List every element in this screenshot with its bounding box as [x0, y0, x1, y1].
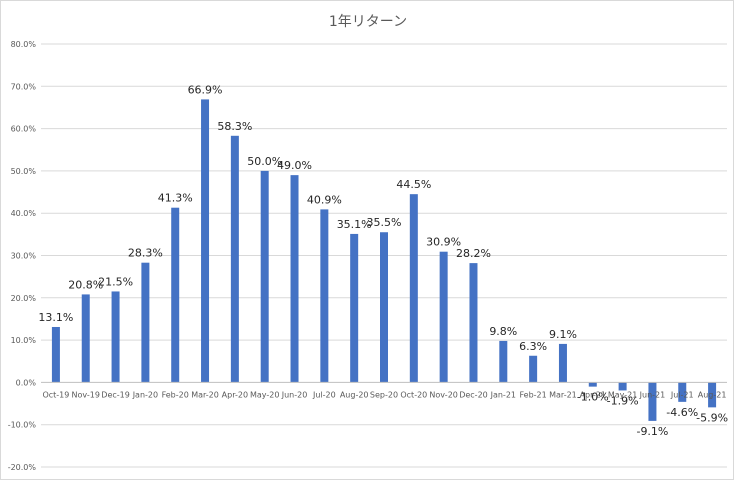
x-tick-label: Aug-21	[698, 390, 727, 399]
data-label: -9.1%	[636, 425, 668, 438]
bar	[350, 233, 359, 383]
bar	[529, 355, 538, 383]
x-tick-label: Jul-21	[670, 390, 694, 399]
data-label: -5.9%	[696, 411, 728, 424]
data-label: -1.0%	[577, 391, 609, 404]
y-tick-label: 0.0%	[16, 378, 37, 387]
y-tick-label: 80.0%	[11, 40, 37, 49]
bar	[409, 194, 418, 383]
y-tick-label: 10.0%	[11, 336, 37, 345]
data-label: 35.1%	[337, 218, 372, 231]
bar	[618, 382, 627, 391]
x-tick-label: Jun-21	[639, 390, 666, 399]
bar	[51, 326, 60, 383]
y-tick-label: 40.0%	[11, 209, 37, 218]
x-tick-label: Feb-20	[162, 390, 189, 399]
data-label: 28.2%	[456, 247, 491, 260]
data-label: 50.0%	[247, 155, 282, 168]
x-tick-label: Aug-20	[340, 390, 369, 399]
bar	[111, 291, 120, 383]
x-tick-label: Mar-20	[191, 390, 219, 399]
x-tick-label: Oct-19	[42, 390, 69, 399]
data-label: 58.3%	[217, 120, 252, 133]
data-label: 21.5%	[98, 275, 133, 288]
bar	[439, 251, 448, 383]
data-label: 30.9%	[426, 236, 461, 249]
y-tick-label: 50.0%	[11, 167, 37, 176]
data-label: 66.9%	[188, 83, 223, 96]
data-label: 40.9%	[307, 193, 342, 206]
y-tick-label: 60.0%	[11, 125, 37, 134]
bar	[201, 99, 210, 383]
bar	[469, 263, 478, 383]
chart-title: 1年リターン	[328, 14, 408, 30]
data-label: 44.5%	[396, 178, 431, 191]
x-tick-label: Jun-20	[281, 390, 308, 399]
data-label: 20.8%	[68, 278, 103, 291]
y-tick-label: 30.0%	[11, 252, 37, 261]
x-tick-label: Jan-21	[490, 390, 516, 399]
bar	[260, 170, 269, 383]
x-tick-label: Dec-19	[101, 390, 130, 399]
bar	[588, 382, 597, 387]
x-tick-label: Dec-20	[459, 390, 488, 399]
x-tick-label: Jul-20	[312, 390, 336, 399]
x-tick-label: Mar-21	[549, 390, 577, 399]
x-tick-label: May-21	[608, 390, 637, 399]
bar	[648, 382, 657, 421]
x-tick-label: Feb-21	[520, 390, 547, 399]
x-tick-label: Apr-21	[580, 390, 606, 399]
bar	[558, 343, 567, 383]
bar	[230, 135, 239, 383]
data-label: 13.1%	[38, 311, 73, 324]
data-label: 35.5%	[367, 216, 402, 229]
data-label: 9.8%	[489, 325, 517, 338]
data-label: -1.9%	[607, 394, 639, 407]
data-label: 49.0%	[277, 159, 312, 172]
x-tick-label: Nov-20	[429, 390, 457, 399]
bar	[171, 207, 180, 383]
bar	[708, 382, 717, 408]
bar	[678, 382, 687, 402]
data-label: 9.1%	[549, 328, 577, 341]
data-label: -4.6%	[666, 406, 698, 419]
x-tick-label: Sep-20	[370, 390, 398, 399]
bar	[320, 209, 329, 383]
x-tick-label: Jan-20	[132, 390, 158, 399]
bar	[81, 294, 90, 383]
y-tick-label: 20.0%	[11, 294, 37, 303]
bar	[380, 232, 388, 383]
x-tick-label: Nov-19	[72, 390, 100, 399]
data-label: 41.3%	[158, 192, 193, 205]
data-label: 28.3%	[128, 247, 163, 260]
data-label: 6.3%	[519, 340, 547, 353]
y-tick-label: -20.0%	[8, 463, 37, 472]
y-tick-label: -10.0%	[8, 421, 37, 430]
bar	[141, 262, 150, 383]
y-tick-label: 70.0%	[11, 82, 37, 91]
bar	[290, 175, 299, 383]
x-tick-label: Apr-20	[222, 390, 248, 399]
x-tick-label: Oct-20	[400, 390, 427, 399]
bar	[499, 340, 508, 383]
x-tick-label: May-20	[250, 390, 279, 399]
